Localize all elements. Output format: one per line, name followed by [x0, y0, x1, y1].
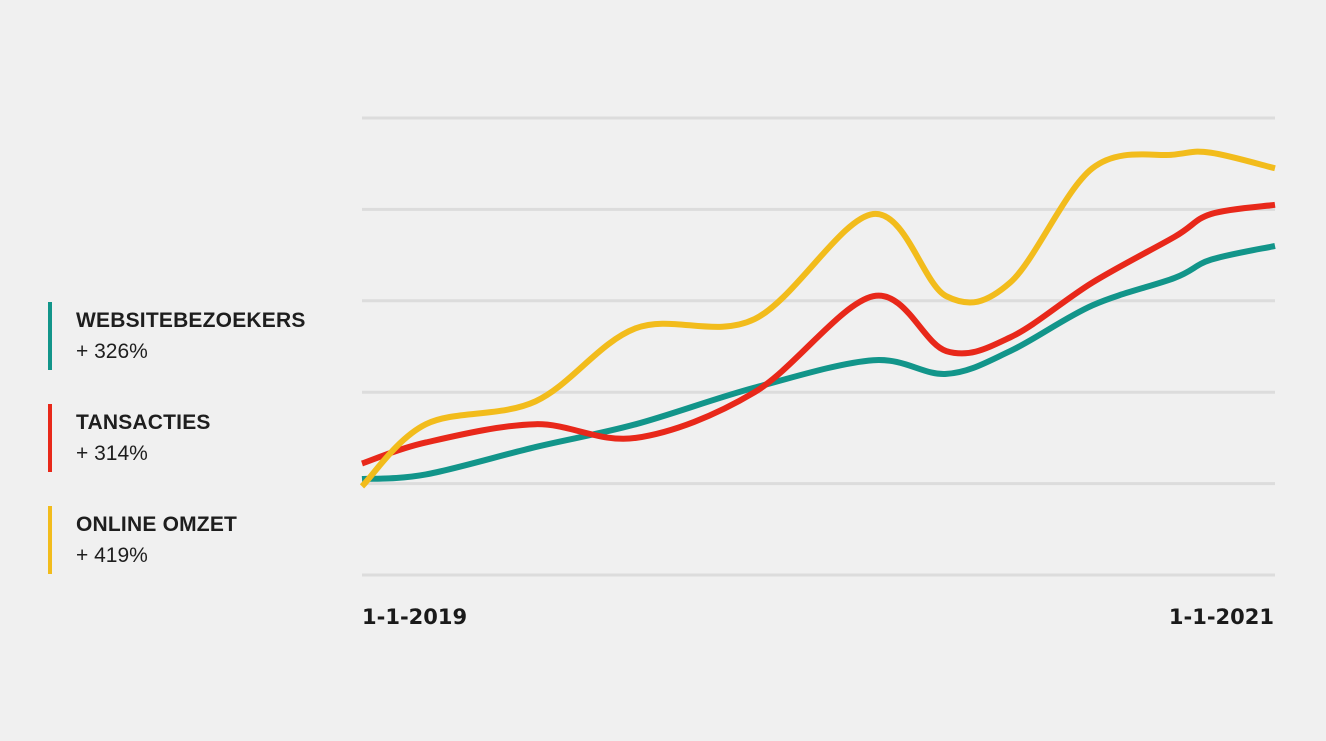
legend-label-websitebezoekers: WEBSITEBEZOEKERS — [76, 309, 306, 332]
legend-change-tansacties: + 314% — [76, 442, 148, 465]
series-line-tansacties — [361, 201, 1276, 467]
series-line-websitebezoekers — [361, 243, 1276, 483]
legend-swatch-online-omzet — [48, 506, 52, 574]
legend-label-tansacties: TANSACTIES — [76, 411, 211, 434]
legend-label-online-omzet: ONLINE OMZET — [76, 513, 238, 536]
legend: WEBSITEBEZOEKERS + 326% TANSACTIES + 314… — [48, 302, 348, 608]
legend-item-websitebezoekers: WEBSITEBEZOEKERS + 326% — [48, 302, 348, 372]
legend-change-online-omzet: + 419% — [76, 544, 148, 567]
legend-swatch-websitebezoekers — [48, 302, 52, 370]
legend-change-websitebezoekers: + 326% — [76, 340, 148, 363]
legend-item-online-omzet: ONLINE OMZET + 419% — [48, 506, 348, 576]
series-lines — [359, 148, 1276, 489]
grid-lines — [362, 116, 1275, 577]
series-line-online-omzet — [359, 148, 1276, 489]
legend-swatch-tansacties — [48, 404, 52, 472]
x-tick-label-start: 1-1-2019 — [362, 605, 467, 629]
x-tick-label-end: 1-1-2021 — [1169, 605, 1274, 629]
legend-item-tansacties: TANSACTIES + 314% — [48, 404, 348, 474]
